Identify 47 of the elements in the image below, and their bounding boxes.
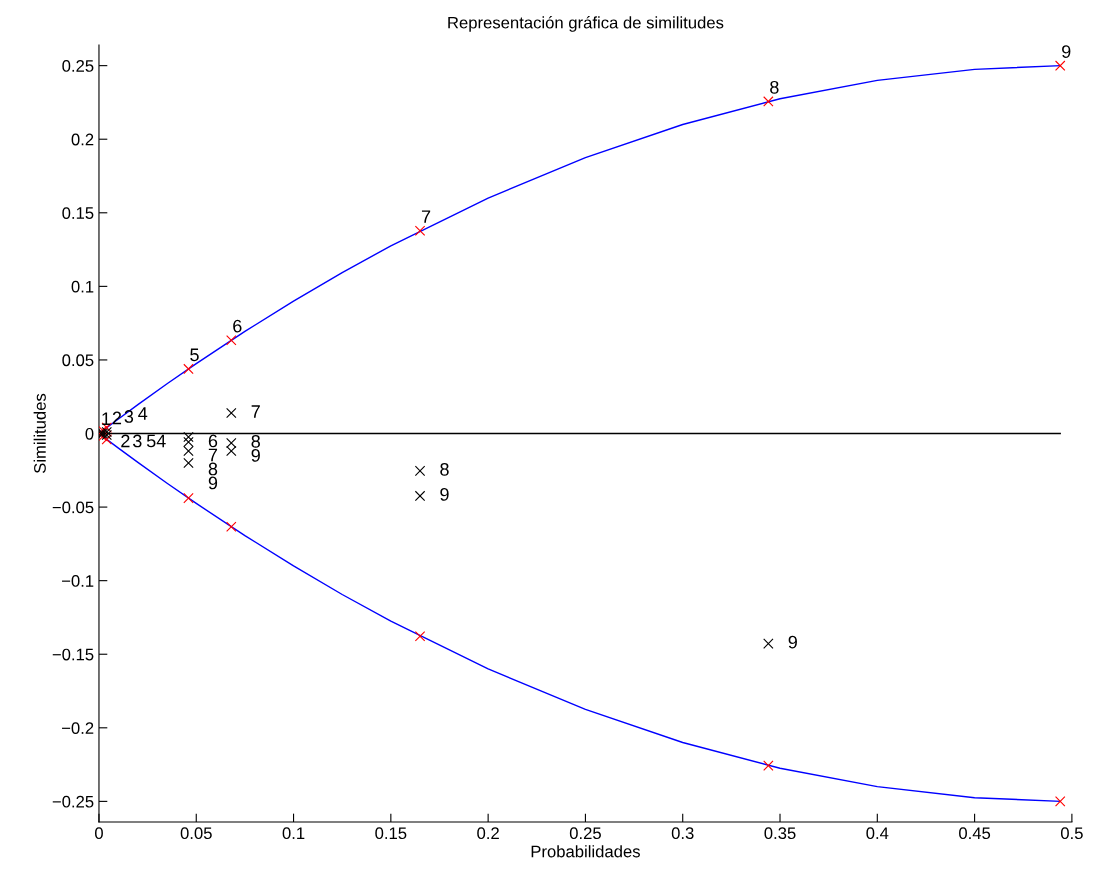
x-tick-label: 0.35 [764,827,796,840]
annotation: 8 [770,80,779,94]
annotation: 9 [251,448,260,462]
y-tick-label: −0.05 [52,501,94,514]
annotation: 1 [102,412,111,425]
annotation: 9 [788,635,797,649]
annotation: 9 [440,487,449,501]
y-tick-label: −0.1 [62,575,94,587]
annotation: 7 [421,210,431,223]
annotation: 2 [121,434,130,448]
x-tick-label: 0.2 [477,827,499,840]
annotation: 4 [138,407,148,420]
y-tick-label: −0.25 [52,795,94,808]
annotation: 4 [156,434,166,448]
x-tick-label: 0.4 [866,827,889,840]
x-tick-label: 0.3 [671,827,694,840]
y-tick-label: −0.15 [52,648,94,661]
y-tick-label: 0.25 [62,60,94,72]
annotation: 6 [208,434,218,448]
x-tick-label: 0.5 [1060,827,1083,840]
annotation: 7 [208,448,218,462]
y-tick-label: 0.05 [62,354,94,367]
annotation: 6 [233,319,242,333]
annotation: 9 [208,476,218,490]
annotation: 8 [208,462,218,476]
annotation: 3 [124,410,134,423]
annotation: 8 [251,434,260,448]
y-axis-title: Similitudes [33,393,46,474]
annotation: 7 [251,405,260,418]
annotation: 3 [132,434,142,448]
y-tick-label: 0 [85,427,94,440]
chart-title: Representación gráfica de similitudes [448,16,724,32]
y-tick-label: −0.2 [62,722,94,735]
x-tick-label: 0.25 [569,827,601,840]
annotation: 5 [146,434,156,448]
x-tick-label: 0.05 [180,827,212,840]
x-tick-label: 0.15 [375,827,407,840]
y-tick-label: 0.2 [71,133,94,146]
x-tick-label: 0 [94,827,103,840]
x-tick-label: 0.1 [282,827,305,840]
annotation: 9 [1062,45,1071,58]
y-tick-label: 0.1 [71,280,94,293]
y-tick-label: 0.15 [62,207,94,219]
x-tick-label: 0.45 [959,827,991,840]
annotation: 8 [440,462,449,476]
annotation: 5 [190,348,199,362]
x-axis-title: Probabilidades [531,845,640,858]
